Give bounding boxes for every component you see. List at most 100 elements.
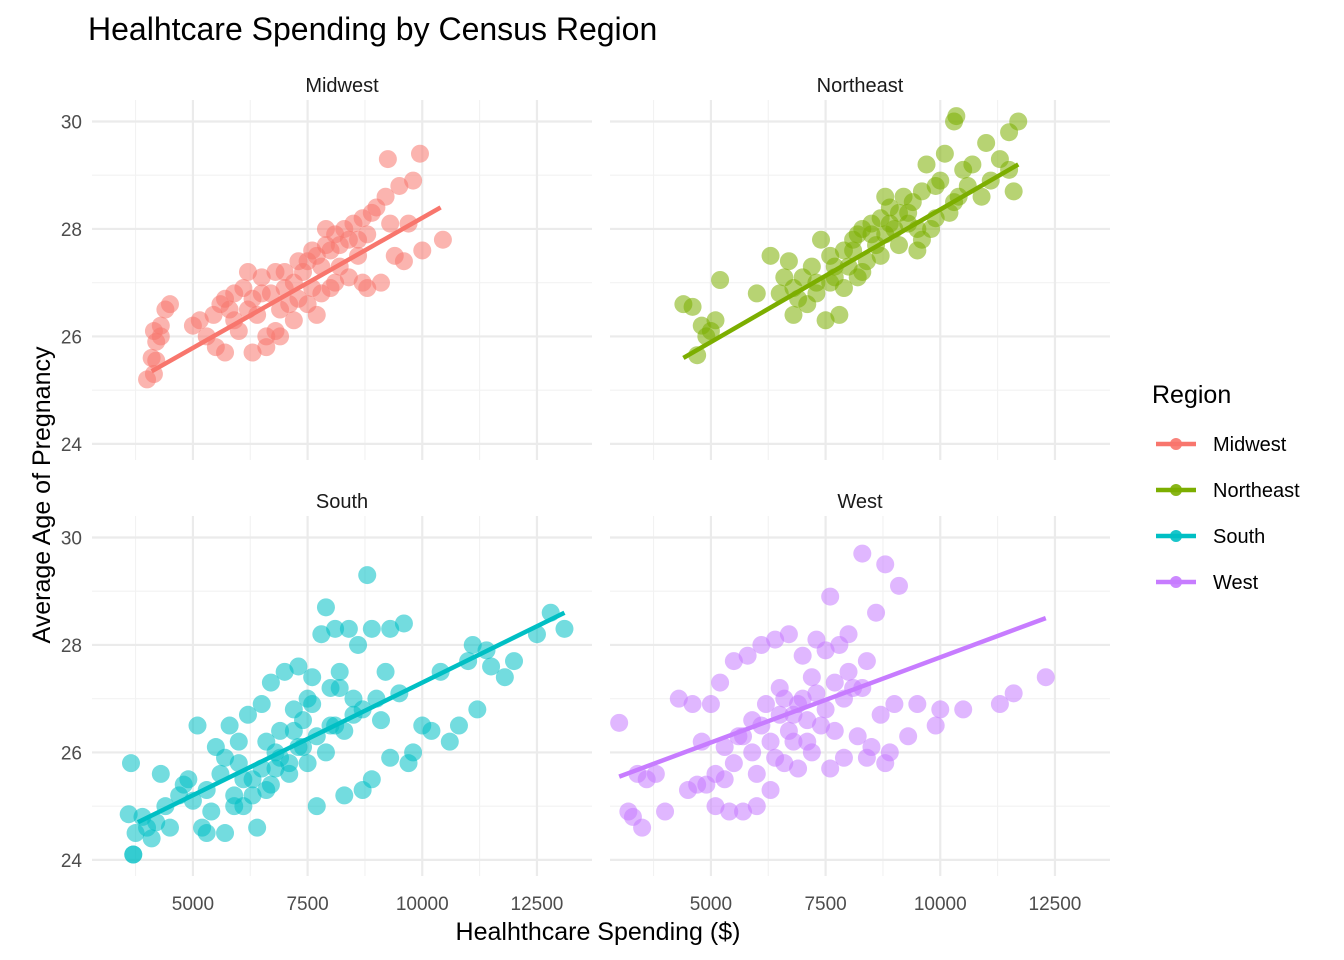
data-point bbox=[378, 150, 397, 169]
data-point bbox=[807, 684, 826, 703]
data-point bbox=[216, 748, 235, 767]
legend-point-key bbox=[1170, 484, 1182, 496]
data-point bbox=[326, 619, 345, 638]
data-point bbox=[793, 646, 812, 665]
data-point bbox=[399, 754, 418, 773]
data-point bbox=[706, 311, 725, 330]
data-point bbox=[225, 284, 244, 303]
data-point bbox=[349, 230, 368, 249]
data-point bbox=[779, 625, 798, 644]
data-point bbox=[876, 187, 895, 206]
data-point bbox=[688, 775, 707, 794]
legend-title: Region bbox=[1152, 381, 1231, 409]
data-point bbox=[321, 279, 340, 298]
y-tick-label: 28 bbox=[61, 636, 82, 657]
data-point bbox=[711, 271, 730, 289]
legend: Region Midwest Northeast South West bbox=[1152, 381, 1300, 594]
facet-strip-label: West bbox=[837, 491, 883, 513]
x-tick-label: 12500 bbox=[1029, 894, 1082, 915]
data-point bbox=[816, 311, 835, 330]
legend-entry-west: West bbox=[1156, 572, 1259, 594]
data-point bbox=[724, 754, 743, 773]
data-point bbox=[954, 700, 973, 719]
legend-point-key bbox=[1170, 576, 1182, 588]
data-point bbox=[261, 673, 280, 692]
legend-label: South bbox=[1213, 526, 1265, 548]
data-point bbox=[706, 764, 725, 783]
data-point bbox=[857, 652, 876, 671]
facet-strip-label: Northeast bbox=[817, 75, 904, 97]
data-point bbox=[766, 748, 785, 767]
data-point bbox=[298, 754, 317, 773]
y-tick-label: 24 bbox=[61, 435, 83, 456]
data-point bbox=[394, 614, 413, 633]
data-point bbox=[972, 187, 991, 206]
data-point bbox=[857, 748, 876, 767]
data-point bbox=[633, 818, 652, 837]
data-point bbox=[853, 544, 872, 563]
y-tick-label: 28 bbox=[61, 220, 82, 241]
data-point bbox=[307, 305, 326, 324]
data-point bbox=[761, 246, 780, 265]
data-point bbox=[766, 630, 785, 649]
data-point bbox=[119, 805, 138, 824]
data-point bbox=[358, 279, 377, 298]
facet-panels: Midwest 24 26 28 30 Northeast South 24 26 28 30 500… bbox=[61, 75, 1110, 915]
data-point bbox=[848, 727, 867, 746]
data-point bbox=[802, 668, 821, 687]
data-point bbox=[316, 219, 335, 238]
facet-northeast: Northeast bbox=[610, 75, 1110, 460]
x-axis-title: Healhthcare Spending ($) bbox=[456, 918, 741, 946]
data-point bbox=[853, 262, 872, 281]
data-point bbox=[190, 311, 209, 330]
data-point bbox=[555, 619, 574, 638]
data-point bbox=[1036, 668, 1055, 687]
data-point bbox=[266, 322, 285, 341]
data-point bbox=[330, 662, 349, 681]
data-point bbox=[917, 155, 936, 174]
data-point bbox=[353, 781, 372, 800]
data-point bbox=[779, 252, 798, 271]
data-point bbox=[734, 802, 753, 821]
data-point bbox=[1009, 112, 1028, 131]
data-point bbox=[121, 754, 140, 773]
data-point bbox=[812, 716, 831, 735]
data-point bbox=[381, 748, 400, 767]
data-point bbox=[252, 284, 271, 303]
data-point bbox=[1004, 684, 1023, 703]
data-point bbox=[812, 230, 831, 249]
data-point bbox=[963, 155, 982, 174]
data-point bbox=[303, 668, 322, 687]
data-point bbox=[747, 764, 766, 783]
data-point bbox=[390, 176, 409, 195]
data-point bbox=[802, 743, 821, 762]
data-point bbox=[321, 678, 340, 697]
data-point bbox=[275, 262, 294, 281]
data-point bbox=[743, 743, 762, 762]
data-point bbox=[885, 695, 904, 714]
data-point bbox=[371, 273, 390, 292]
data-point bbox=[349, 635, 368, 654]
data-point bbox=[188, 716, 207, 735]
data-point bbox=[142, 348, 161, 367]
legend-point-key bbox=[1170, 530, 1182, 542]
data-point bbox=[761, 781, 780, 800]
data-point bbox=[289, 657, 308, 676]
data-point bbox=[410, 144, 429, 163]
chart-title: Healhtcare Spending by Census Region bbox=[88, 11, 657, 47]
data-point bbox=[280, 764, 299, 783]
data-point bbox=[238, 705, 257, 724]
data-point bbox=[977, 133, 996, 152]
data-point bbox=[669, 689, 688, 708]
data-point bbox=[330, 236, 349, 255]
data-point bbox=[174, 775, 193, 794]
data-point bbox=[362, 619, 381, 638]
data-point bbox=[160, 818, 179, 837]
data-point bbox=[303, 241, 322, 260]
x-tick-label: 7500 bbox=[804, 894, 846, 915]
data-point bbox=[257, 338, 276, 357]
data-point bbox=[802, 257, 821, 276]
x-tick-label: 12500 bbox=[511, 894, 564, 915]
trend-line bbox=[150, 205, 442, 374]
x-tick-label: 10000 bbox=[914, 894, 967, 915]
